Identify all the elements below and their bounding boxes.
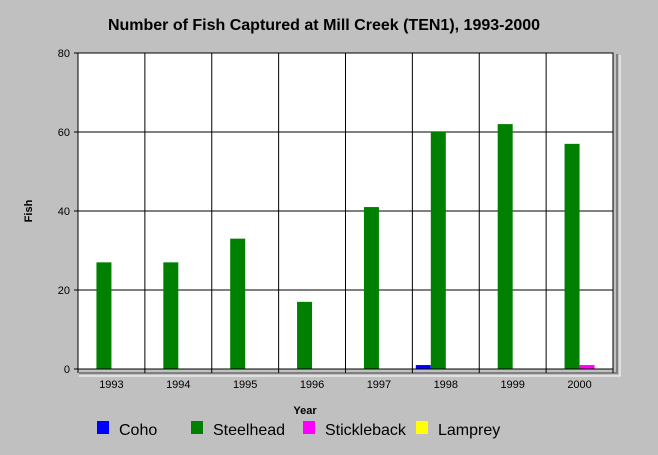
plot-highlight [79, 55, 621, 377]
legend-label-stickleback: Stickleback [325, 422, 407, 439]
bar-steelhead [430, 132, 446, 369]
y-tick-label: 0 [64, 364, 70, 376]
x-axis-title: Year [293, 405, 317, 417]
y-tick-label: 40 [58, 206, 70, 218]
bar-steelhead [230, 238, 246, 369]
y-tick-label: 60 [58, 127, 70, 139]
chart-title: Number of Fish Captured at Mill Creek (T… [108, 17, 540, 34]
bar-coho [415, 365, 431, 369]
plot-shadow [79, 54, 618, 374]
bar-steelhead [163, 262, 179, 369]
x-tick-label: 1997 [367, 379, 391, 391]
legend-swatch-steelhead [191, 421, 203, 434]
x-tick-label: 1995 [233, 379, 257, 391]
x-tick-label: 1998 [434, 379, 458, 391]
x-tick-label: 1996 [300, 379, 324, 391]
legend-label-lamprey: Lamprey [438, 422, 500, 439]
legend-swatch-lamprey [416, 421, 428, 434]
legend-swatch-coho [97, 421, 109, 434]
plot-border [77, 52, 614, 370]
y-axis-title: Fish [23, 199, 35, 222]
x-tick-label: 1993 [99, 379, 123, 391]
x-tick-label: 2000 [567, 379, 591, 391]
x-tick-label: 1999 [500, 379, 524, 391]
bar-steelhead [297, 301, 313, 369]
x-tick-label: 1994 [166, 379, 190, 391]
legend: Coho Steelhead Stickleback Lamprey [97, 421, 500, 439]
legend-swatch-stickleback [303, 421, 315, 434]
bar-steelhead [96, 262, 112, 369]
bar-steelhead [564, 143, 580, 369]
legend-label-coho: Coho [119, 422, 157, 439]
bar-steelhead [363, 207, 379, 369]
bar-steelhead [497, 124, 513, 369]
y-tick-label: 20 [58, 285, 70, 297]
legend-label-steelhead: Steelhead [213, 422, 285, 439]
plot-area: 0 20 40 60 80 1993 1994 1995 1996 1997 1998 1999 200… [58, 48, 621, 391]
y-tick-label: 80 [58, 48, 70, 60]
bar-stickleback [579, 365, 595, 369]
